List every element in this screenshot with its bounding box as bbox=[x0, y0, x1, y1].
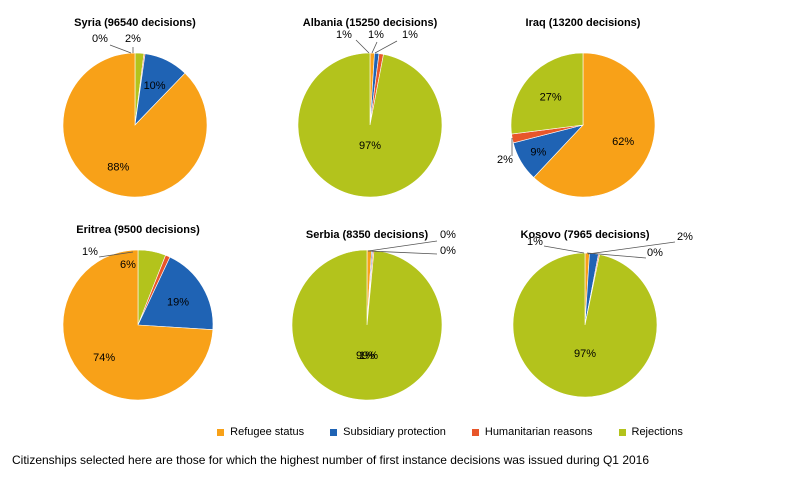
pie-title: Kosovo (7965 decisions) bbox=[521, 229, 650, 241]
pie-chart-1: Syria (96540 decisions) 2% 0% 10% 88% bbox=[62, 17, 208, 198]
pie-slice-rejections bbox=[510, 52, 584, 135]
pie-slice-subsidiary bbox=[137, 256, 214, 331]
pie-data-label-rejections: 97% bbox=[359, 140, 381, 152]
pie-slice-rejections bbox=[512, 252, 658, 398]
pie-title: Eritrea (9500 decisions) bbox=[76, 224, 200, 236]
legend-swatch-rejections bbox=[618, 428, 626, 436]
pie-label-leader-line bbox=[367, 250, 438, 255]
pie-label-leader-line bbox=[374, 40, 398, 54]
legend-label-refugee: Refugee status bbox=[230, 426, 305, 438]
pie-chart-6: Kosovo (7965 decisions)1% 2% 0% 97% bbox=[512, 229, 693, 398]
pie-data-label-subsidiary: 9% bbox=[530, 146, 546, 158]
pie-data-label-humanitarian: 1% bbox=[402, 29, 418, 41]
pie-title: Albania (15250 decisions) bbox=[303, 17, 438, 29]
pie-data-label-humanitarian: 2% bbox=[497, 154, 513, 166]
legend-label-rejections: Rejections bbox=[631, 426, 683, 438]
pie-label-leader-line bbox=[367, 240, 438, 252]
pie-chart-3: Iraq (13200 decisions) 62% 9% 2% 27% bbox=[497, 17, 656, 198]
pie-slice-rejections bbox=[291, 249, 443, 401]
pie-data-label-humanitarian: 1% bbox=[82, 246, 98, 258]
pie-data-label-humanitarian: 0% bbox=[92, 33, 108, 45]
legend-label-subsidiary: Subsidiary protection bbox=[343, 426, 446, 438]
pie-title: Syria (96540 decisions) bbox=[74, 17, 196, 29]
pie-chart-5: Serbia (8350 decisions) 1% 0% 0% 99% bbox=[291, 229, 456, 401]
pie-slice-rejections bbox=[297, 52, 443, 198]
pie-label-leader-line bbox=[109, 44, 132, 54]
pie-label-leader-line bbox=[371, 41, 378, 54]
pie-data-label-rejections: 99% bbox=[356, 350, 378, 362]
pie-title: Serbia (8350 decisions) bbox=[306, 229, 429, 241]
pie-label-leader-line bbox=[543, 245, 585, 254]
pie-data-label-subsidiary: 0% bbox=[440, 229, 456, 241]
pie-slice-refugee bbox=[533, 52, 656, 198]
pie-data-label-refugee: 62% bbox=[612, 136, 634, 148]
pie-data-label-refugee: 1% bbox=[359, 350, 375, 362]
legend-swatch-subsidiary bbox=[330, 428, 338, 436]
pie-data-label-refugee: 74% bbox=[93, 352, 115, 364]
pie-data-label-subsidiary: 19% bbox=[167, 296, 189, 308]
footnote: Citizenships selected here are those for… bbox=[12, 453, 650, 467]
pie-data-label-rejections: 27% bbox=[540, 91, 562, 103]
pie-title: Iraq (13200 decisions) bbox=[526, 17, 641, 29]
legend-swatch-humanitarian bbox=[471, 428, 479, 436]
pie-data-label-subsidiary: 2% bbox=[677, 231, 693, 243]
pie-data-label-humanitarian: 0% bbox=[440, 245, 456, 257]
pie-data-label-refugee: 1% bbox=[527, 236, 543, 248]
legend-item-subsidiary: Subsidiary protection bbox=[330, 426, 446, 438]
pie-data-label-refugee: 1% bbox=[336, 29, 352, 41]
pie-data-label-rejections: 2% bbox=[125, 33, 141, 45]
pie-label-leader-line bbox=[587, 241, 676, 255]
legend: Refugee status Subsidiary protection Hum… bbox=[0, 426, 800, 438]
pie-data-label-refugee: 88% bbox=[107, 161, 129, 173]
pie-label-leader-line bbox=[98, 251, 134, 258]
legend-item-refugee: Refugee status bbox=[217, 426, 304, 438]
pie-slice-refugee bbox=[62, 249, 214, 401]
pie-data-label-humanitarian: 0% bbox=[647, 247, 663, 259]
pie-label-leader-line bbox=[355, 39, 370, 54]
pie-data-label-rejections: 97% bbox=[574, 348, 596, 360]
legend-label-humanitarian: Humanitarian reasons bbox=[484, 426, 593, 438]
pie-data-label-rejections: 6% bbox=[120, 259, 136, 271]
pie-chart-2: Albania (15250 decisions)1% 1% 1% 97% bbox=[297, 17, 443, 198]
pie-data-label-subsidiary: 10% bbox=[144, 80, 166, 92]
pie-charts-grid: Syria (96540 decisions) 2% 0% 10% 88% Albania… bbox=[62, 17, 693, 401]
pie-slice-refugee bbox=[62, 52, 208, 198]
pie-chart-4: Eritrea (9500 decisions) 6% 1% 19% 74% bbox=[62, 224, 214, 401]
legend-swatch-refugee bbox=[217, 428, 225, 436]
pie-label-leader-line bbox=[586, 252, 647, 259]
legend-item-humanitarian: Humanitarian reasons bbox=[471, 426, 593, 438]
legend-item-rejections: Rejections bbox=[618, 426, 683, 438]
pie-data-label-subsidiary: 1% bbox=[368, 29, 384, 41]
